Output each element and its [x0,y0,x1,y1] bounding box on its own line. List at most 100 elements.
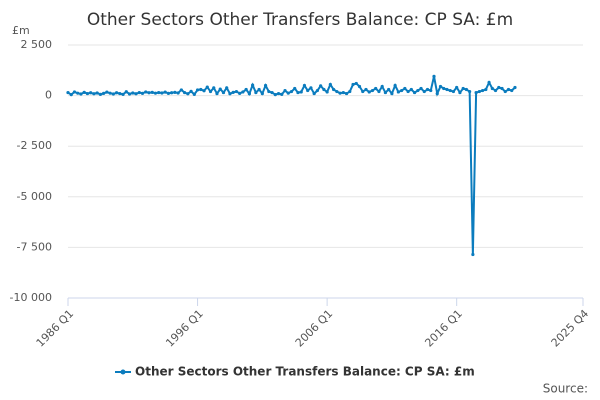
point [79,92,83,96]
point [506,87,511,92]
legend-marker [120,369,126,375]
point [114,91,119,95]
point [124,90,128,94]
point [127,92,132,96]
point [144,90,148,94]
point [254,90,258,95]
point [400,88,404,93]
point [69,92,73,97]
point [442,86,446,91]
point [380,84,384,89]
point [419,86,423,91]
point [299,90,303,94]
point [195,88,200,92]
point [377,89,381,94]
point [105,90,109,94]
point [296,90,300,95]
point [412,90,417,95]
point [131,91,135,95]
point [89,91,93,95]
point [244,87,248,92]
point [416,88,420,93]
point [98,92,102,96]
point [76,91,80,95]
point [484,87,488,92]
point [487,80,491,85]
point [403,86,407,91]
point [331,87,336,92]
point [338,91,342,95]
point [396,90,400,94]
point [425,87,430,92]
point [234,89,239,94]
point [85,91,90,96]
point [289,89,294,94]
point [192,92,196,96]
point [286,91,290,95]
point [137,90,141,95]
point [260,91,264,96]
point [170,91,174,95]
point [344,91,349,96]
point [231,90,235,94]
point [118,91,122,96]
point [464,87,468,92]
point [283,88,287,93]
point [179,88,183,92]
point [293,86,297,91]
point [241,90,245,94]
point [150,90,154,94]
point [202,89,206,93]
point [208,89,213,94]
point [218,87,222,91]
point [134,92,138,96]
point [325,90,329,94]
point [228,92,232,96]
y-tick-label: 2 500 [21,38,53,51]
point [212,86,216,90]
point [263,83,268,88]
point [309,86,313,90]
point [383,90,388,95]
point [215,91,219,96]
point [267,89,271,94]
point [432,74,436,78]
point [322,87,326,92]
y-unit: £m [12,24,30,37]
point [319,84,323,88]
point [108,91,112,95]
point [500,86,504,91]
x-tick-label: 2006 Q1 [293,307,336,350]
point [186,92,190,96]
point [111,92,115,96]
point [189,89,193,93]
point [163,90,167,94]
point [341,90,345,95]
point [225,86,229,90]
point [438,84,443,89]
point [490,86,494,91]
y-tick-label: -7 500 [17,240,52,253]
point [102,91,106,95]
point [157,90,161,95]
x-tick-label: 2025 Q4 [549,307,592,350]
x-tick-label: 2016 Q1 [422,307,465,350]
point [445,87,449,92]
point [448,88,452,93]
point [351,82,355,87]
point [72,90,77,94]
point [367,90,371,94]
point [357,84,362,89]
point [270,90,274,95]
point [354,81,358,86]
point [406,89,410,94]
point [477,89,481,94]
point [140,91,145,95]
point [199,87,203,92]
point [364,87,368,92]
point [160,91,164,95]
point [374,86,378,91]
point [461,86,465,91]
point [205,85,209,89]
